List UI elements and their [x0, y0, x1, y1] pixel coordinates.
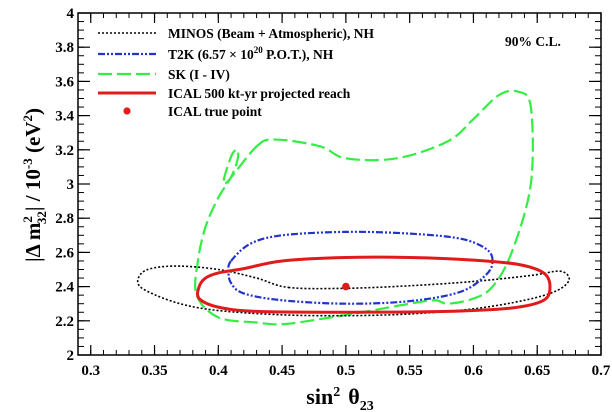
y-tick-label: 2.6: [55, 245, 74, 261]
x-tick-label: 0.35: [141, 363, 167, 379]
legend-marker-true-point: [123, 107, 131, 115]
contour-t2k: [227, 230, 494, 305]
ical-true-point-marker: [342, 282, 350, 291]
legend: MINOS (Beam + Atmospheric), NH T2K (6.57…: [98, 26, 375, 119]
x-tick-label: 0.6: [464, 363, 483, 379]
legend-label-sk: SK (I - IV): [168, 67, 230, 82]
legend-label-ical: ICAL 500 kt-yr projected reach: [168, 86, 351, 101]
y-axis-title: |Δ m232| / 10-3 (eV2): [20, 108, 49, 262]
x-tick-label: 0.45: [269, 363, 295, 379]
x-tick-label: 0.65: [524, 363, 550, 379]
x-tick-label: 0.3: [81, 363, 100, 379]
legend-label-minos: MINOS (Beam + Atmospheric), NH: [168, 26, 375, 41]
y-tick-label: 3.8: [55, 40, 74, 56]
y-tick-label: 3.4: [55, 109, 74, 125]
legend-label-t2k: T2K (6.57 × 1020 P.O.T.), NH: [168, 45, 334, 62]
contour-sk: [194, 89, 534, 326]
y-tick-label: 2: [67, 348, 75, 364]
y-tick-label: 2.4: [55, 280, 74, 296]
x-axis-title: sin2 θ23: [306, 384, 373, 412]
legend-label-true-point: ICAL true point: [168, 104, 262, 119]
y-tick-label: 3: [67, 177, 75, 193]
y-tick-label: 2.2: [55, 314, 74, 330]
y-tick-label: 3.6: [55, 74, 74, 90]
y-tick-labels: 2 2.2 2.4 2.6 2.8 3 3.2 3.4 3.6 3.8 4: [55, 6, 74, 364]
contour-minos: [136, 265, 570, 317]
contour-curves: [136, 89, 570, 326]
y-tick-label: 2.8: [55, 211, 74, 227]
x-tick-label: 0.5: [337, 363, 356, 379]
x-tick-labels: 0.3 0.35 0.4 0.45 0.5 0.55 0.6 0.65 0.7: [81, 363, 610, 379]
y-tick-label: 4: [67, 6, 75, 22]
y-tick-label: 3.2: [55, 143, 74, 159]
confidence-level-annotation: 90% C.L.: [505, 34, 561, 49]
contour-ical: [196, 255, 552, 314]
axis-ticks: [77, 12, 602, 356]
x-tick-label: 0.55: [397, 363, 423, 379]
x-tick-label: 0.4: [209, 363, 228, 379]
x-tick-label: 0.7: [592, 363, 611, 379]
